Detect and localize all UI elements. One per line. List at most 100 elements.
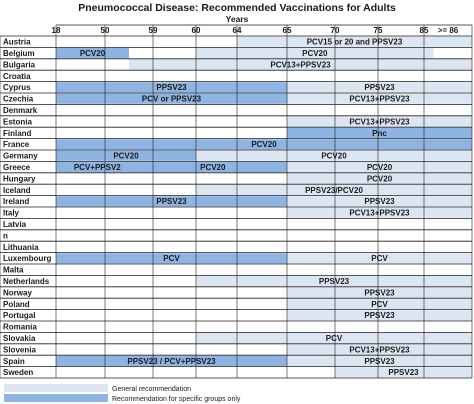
country-label: Bulgaria xyxy=(3,60,36,69)
country-label: Netherlands xyxy=(3,277,50,286)
bar-label: PCV20 xyxy=(251,140,277,149)
bar xyxy=(287,310,472,321)
bar-label: PCV20 xyxy=(367,163,393,172)
bar xyxy=(287,207,472,218)
bar xyxy=(287,253,472,264)
bar-label: PPSV23 xyxy=(364,357,395,366)
bar xyxy=(56,355,287,366)
bar xyxy=(56,253,287,264)
country-label: Belgium xyxy=(3,49,35,58)
country-label: Cyprus xyxy=(3,83,31,92)
bar xyxy=(287,287,472,298)
bar-label: PCV20 xyxy=(80,49,106,58)
bar xyxy=(56,82,287,93)
bar-label: PCV+PPSV2 xyxy=(74,163,121,172)
bar-label: PPSV23/PCV20 xyxy=(305,186,363,195)
country-label: Estonia xyxy=(3,117,32,126)
country-label: Sweden xyxy=(3,368,33,377)
bar xyxy=(287,344,472,355)
bar xyxy=(237,36,472,47)
country-label: Poland xyxy=(3,300,30,309)
bar xyxy=(287,196,472,207)
bar-label: PCV13+PPSV23 xyxy=(349,117,410,126)
bar xyxy=(56,162,139,173)
bar xyxy=(287,82,472,93)
bar-label: PCV xyxy=(371,300,388,309)
bar xyxy=(287,93,472,104)
bar xyxy=(56,150,196,161)
bar-label: PCV xyxy=(326,334,343,343)
country-label: Italy xyxy=(3,209,20,218)
bar xyxy=(56,93,287,104)
bar xyxy=(56,48,129,59)
country-label: Lithuania xyxy=(3,243,39,252)
country-label: Ireland xyxy=(3,197,29,206)
country-label: Latvia xyxy=(3,220,27,229)
bar-label: PCV13+PPSV23 xyxy=(349,209,410,218)
bar-label: PCV20 xyxy=(113,152,139,161)
bar-label: PPSV23 xyxy=(364,197,395,206)
bar-label: PCV20 xyxy=(302,49,328,58)
legend-swatch xyxy=(4,394,108,402)
bar-label: PPSV23 xyxy=(364,311,395,320)
bar xyxy=(287,127,472,138)
country-label: Finland xyxy=(3,129,32,138)
bar xyxy=(196,48,434,59)
country-label: Denmark xyxy=(3,106,38,115)
country-label: France xyxy=(3,140,30,149)
bar xyxy=(129,59,472,70)
bar xyxy=(196,184,472,195)
bar xyxy=(196,150,472,161)
country-label: Germany xyxy=(3,152,38,161)
country-label: n xyxy=(3,231,8,240)
bar xyxy=(196,333,472,344)
bar xyxy=(335,367,472,378)
bar xyxy=(56,139,472,150)
bar xyxy=(56,196,287,207)
legend-label: General recommendation xyxy=(112,386,191,393)
bar xyxy=(287,162,472,173)
bar-label: PCV13+PPSV23 xyxy=(270,60,331,69)
bar-label: PCV13+PPSV23 xyxy=(349,345,410,354)
bar-label: PCV20 xyxy=(321,152,347,161)
country-label: Romania xyxy=(3,323,37,332)
bar-label: Pnc xyxy=(372,129,387,138)
chart-title: Pneumococcal Disease: Recommended Vaccin… xyxy=(78,2,396,14)
bar xyxy=(287,355,472,366)
bar xyxy=(287,173,472,184)
country-label: Spain xyxy=(3,357,25,366)
bar xyxy=(287,116,472,127)
bar-label: PPSV23 xyxy=(364,288,395,297)
country-label: Austria xyxy=(3,38,31,47)
country-label: Portugal xyxy=(3,311,35,320)
country-label: Iceland xyxy=(3,186,31,195)
bar-label: PCV20 xyxy=(200,163,226,172)
country-label: Luxembourg xyxy=(3,254,52,263)
bar-label: PCV20 xyxy=(367,174,393,183)
bar-label: PPSV23 xyxy=(319,277,350,286)
country-label: Norway xyxy=(3,288,32,297)
bar-label: PCV xyxy=(163,254,180,263)
bar-label: PPSV23 / PCV+PPSV23 xyxy=(127,357,216,366)
country-label: Slovenia xyxy=(3,345,36,354)
bar-label: PPSV23 xyxy=(156,83,187,92)
bar-label: PCV13+PPSV23 xyxy=(349,95,410,104)
country-label: Hungary xyxy=(3,174,36,183)
bar-label: PCV15 or 20 and PPSV23 xyxy=(307,38,403,47)
bar-label: PCV xyxy=(371,254,388,263)
bar xyxy=(196,276,472,287)
bar-label: PPSV23 xyxy=(156,197,187,206)
legend-label: Recommendation for specific groups only xyxy=(112,396,241,403)
country-label: Greece xyxy=(3,163,31,172)
country-label: Croatia xyxy=(3,72,31,81)
bar xyxy=(287,298,472,309)
bar xyxy=(138,162,287,173)
bar-label: PPSV23 xyxy=(388,368,419,377)
country-label: Malta xyxy=(3,266,24,275)
x-tick-label: >= 86 xyxy=(438,26,459,35)
country-label: Czechia xyxy=(3,95,34,104)
bar-label: PPSV23 xyxy=(364,83,395,92)
country-label: Slovakia xyxy=(3,334,36,343)
